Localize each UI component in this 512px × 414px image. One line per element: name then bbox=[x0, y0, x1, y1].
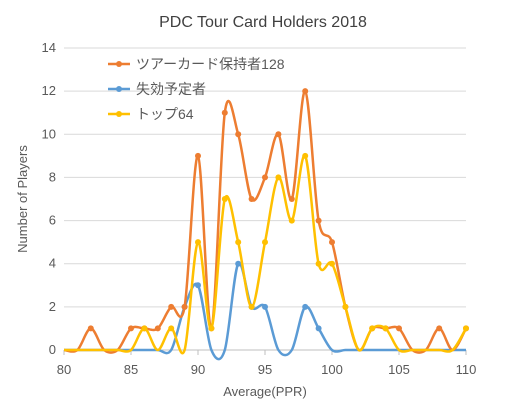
series-1 bbox=[64, 260, 466, 361]
series-2 bbox=[64, 152, 469, 355]
data-point bbox=[141, 325, 148, 332]
y-tick-label: 2 bbox=[49, 299, 56, 314]
data-point bbox=[262, 239, 268, 246]
legend-entry: トップ64 bbox=[108, 106, 194, 122]
legend-label: 失効予定者 bbox=[136, 81, 206, 97]
x-tick-label: 95 bbox=[258, 362, 272, 377]
axes: 0 2 4 6 8 10 12 14 80 85 90 95 100 105 110 bbox=[42, 40, 477, 377]
legend-swatch-marker bbox=[116, 111, 122, 117]
data-point bbox=[369, 325, 376, 332]
data-point bbox=[436, 325, 443, 332]
series-lines bbox=[63, 88, 469, 361]
y-tick-label: 10 bbox=[42, 126, 56, 141]
data-point bbox=[302, 152, 309, 159]
y-tick-label: 12 bbox=[42, 83, 56, 98]
data-point bbox=[342, 303, 349, 310]
y-tick-label: 0 bbox=[49, 342, 56, 357]
x-tick-label: 100 bbox=[321, 362, 343, 377]
data-point bbox=[168, 325, 175, 332]
data-point bbox=[329, 239, 335, 246]
data-point bbox=[315, 325, 322, 332]
data-point bbox=[248, 303, 255, 310]
gridlines bbox=[64, 47, 466, 308]
data-point bbox=[262, 303, 268, 310]
data-point bbox=[248, 196, 255, 202]
legend-swatch-marker bbox=[116, 86, 122, 92]
y-tick-label: 14 bbox=[42, 40, 56, 55]
data-point bbox=[235, 131, 242, 138]
legend-entry: 失効予定者 bbox=[108, 81, 206, 97]
series-line bbox=[64, 262, 466, 361]
data-point bbox=[275, 174, 282, 181]
data-point bbox=[315, 260, 322, 267]
x-tick-label: 85 bbox=[124, 362, 138, 377]
data-point bbox=[396, 325, 402, 332]
y-tick-label: 4 bbox=[49, 256, 56, 271]
data-point bbox=[262, 174, 268, 181]
data-point bbox=[288, 196, 295, 202]
series-line bbox=[63, 89, 468, 354]
data-point bbox=[275, 131, 282, 138]
legend-label: ツアーカード保持者128 bbox=[136, 56, 285, 72]
data-point bbox=[154, 325, 161, 332]
data-point bbox=[195, 282, 201, 289]
data-point bbox=[288, 217, 295, 224]
data-point bbox=[168, 303, 175, 310]
series-line bbox=[64, 154, 468, 355]
data-point bbox=[221, 196, 228, 202]
data-point bbox=[195, 152, 201, 159]
y-tick-label: 8 bbox=[49, 169, 56, 184]
legend-entry: ツアーカード保持者128 bbox=[108, 56, 285, 72]
x-tick-label: 80 bbox=[57, 362, 71, 377]
data-point bbox=[221, 109, 228, 116]
data-point bbox=[463, 325, 469, 332]
data-point bbox=[302, 88, 309, 95]
data-point bbox=[235, 260, 242, 267]
x-tick-label: 90 bbox=[191, 362, 205, 377]
data-point bbox=[87, 325, 94, 332]
chart-title: PDC Tour Card Holders 2018 bbox=[159, 14, 367, 31]
data-point bbox=[195, 239, 201, 246]
data-point bbox=[181, 303, 188, 310]
data-point bbox=[128, 325, 134, 332]
x-axis-title: Average(PPR) bbox=[223, 384, 307, 399]
y-axis-title: Number of Players bbox=[15, 145, 30, 253]
data-point bbox=[329, 260, 335, 267]
legend-label: トップ64 bbox=[136, 106, 194, 122]
data-point bbox=[382, 325, 389, 332]
data-point bbox=[235, 239, 242, 246]
data-point bbox=[315, 217, 322, 224]
x-tick-label: 105 bbox=[388, 362, 410, 377]
data-point bbox=[208, 325, 215, 332]
y-tick-label: 6 bbox=[49, 213, 56, 228]
data-point bbox=[302, 303, 309, 310]
legend-swatch-marker bbox=[116, 61, 122, 67]
x-tick-label: 110 bbox=[456, 362, 477, 377]
